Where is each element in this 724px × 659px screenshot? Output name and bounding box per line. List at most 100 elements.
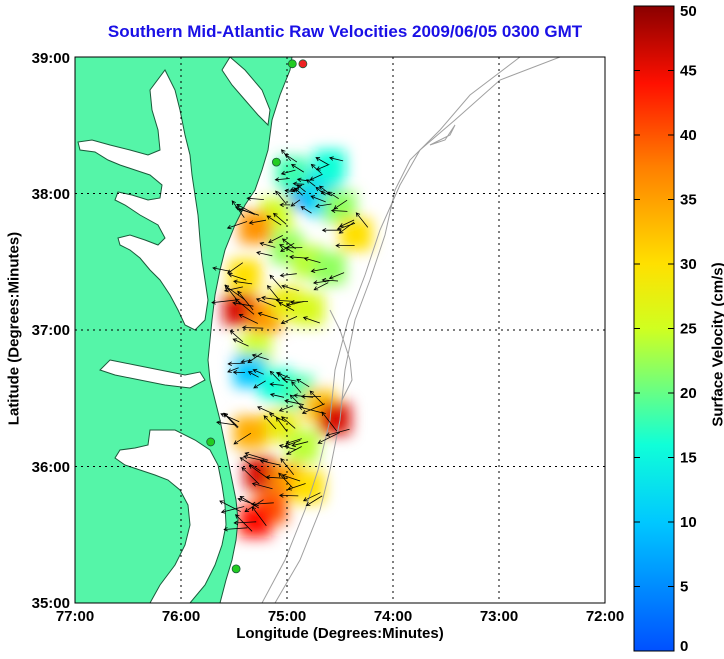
velocity-arrow [251,353,269,360]
velocity-arrow [278,472,294,489]
velocity-arrow [239,495,260,509]
velocity-arrow [296,378,310,388]
velocity-arrow [278,405,294,412]
radar-station-marker [231,564,241,574]
velocity-arrow [227,273,247,281]
x-tick-label: 77:00 [56,608,94,625]
velocity-arrow [319,185,330,195]
velocity-arrow [313,282,329,291]
velocity-arrow [310,268,327,273]
velocity-cell [286,430,319,463]
velocity-arrow [244,499,264,513]
velocity-arrow [310,163,322,174]
velocity-arrow [255,298,276,308]
velocity-arrow [330,208,348,213]
velocity-arrow [241,466,260,485]
velocity-arrow [285,438,302,445]
velocity-arrow [321,227,342,233]
velocity-arrow [303,256,321,263]
velocity-arrow [232,279,253,285]
velocity-arrow [266,215,282,226]
velocity-arrow [211,299,237,305]
x-tick-label: 72:00 [586,608,624,625]
velocity-arrow [355,212,369,228]
velocity-cell [313,252,346,285]
velocity-arrow [226,221,248,230]
grid-lines [75,57,605,603]
velocity-arrow [278,302,295,311]
colorbar-tick-label: 25 [680,321,697,338]
radar-stations [206,59,308,574]
velocity-arrow [246,196,264,201]
velocity-arrow [224,284,241,305]
velocity-arrow [279,202,291,208]
y-tick-label: 39:00 [32,50,70,67]
velocity-arrow [315,157,329,165]
velocity-arrow [244,451,269,461]
velocity-arrow [212,266,232,272]
velocity-arrow [229,330,244,343]
velocity-arrow [300,206,312,214]
velocity-arrow [328,272,345,280]
velocity-arrow [309,173,323,181]
velocity-arrow [261,295,280,301]
velocity-arrow [248,464,270,480]
velocity-arrow [275,190,287,205]
velocity-arrow [219,500,241,512]
velocity-arrow [284,399,304,406]
velocity-arrow [328,156,344,162]
velocity-arrow [251,482,273,490]
velocity-arrow [238,313,258,324]
velocity-arrow [281,474,301,482]
velocity-arrow [312,280,330,285]
y-tick-label: 37:00 [32,322,70,339]
map-title: Southern Mid-Atlantic Raw Velocities 200… [107,22,583,41]
x-tick-label: 74:00 [374,608,412,625]
velocity-arrow [315,203,332,209]
velocity-arrow [220,413,240,423]
colorbar-ticks [634,5,674,652]
velocity-arrow [280,149,292,161]
velocity-cell [239,505,272,538]
velocity-arrow [302,316,320,324]
velocity-arrow [336,222,356,231]
velocity-arrow [291,381,302,393]
velocity-arrow [290,164,305,173]
velocity-arrow [281,416,296,429]
velocity-cell [313,150,346,183]
velocity-arrow [335,243,355,248]
velocity-arrow [310,195,326,203]
velocity-arrow [216,420,237,426]
velocity-arrow [233,432,252,445]
x-tick-labels: 77:00 76:00 75:00 74:00 73:00 72:00 [56,608,624,625]
velocity-cell [228,259,261,292]
velocity-arrow [302,492,321,502]
velocity-arrow [305,495,323,507]
y-tick-label: 35:00 [32,595,70,612]
y-tick-labels: 35:00 36:00 37:00 38:00 39:00 [32,50,70,612]
velocity-arrow [223,412,239,428]
velocity-arrow [321,411,338,432]
velocity-arrow [333,199,348,210]
colorbar-tick-label: 10 [680,514,697,531]
colorbar-tick-label: 30 [680,256,697,273]
velocity-arrow [301,403,325,415]
x-tick-label: 76:00 [162,608,200,625]
colorbar [633,5,675,652]
x-axis-label: Longitude (Degrees:Minutes) [236,625,444,642]
velocity-arrow [290,300,309,305]
colorbar-tick-label: 40 [680,127,697,144]
velocity-arrow [232,301,254,307]
velocity-arrow [256,250,273,257]
velocity-arrow [306,179,316,187]
velocity-arrow [278,493,299,498]
radar-station-marker [271,157,281,167]
velocity-arrow [233,520,257,526]
velocity-arrow [257,311,279,320]
velocity-arrow [248,219,267,225]
velocity-arrow [269,370,280,382]
velocity-arrow [251,506,267,526]
velocity-arrow [292,184,303,192]
velocity-arrow [223,526,248,532]
velocity-arrow [269,382,284,387]
